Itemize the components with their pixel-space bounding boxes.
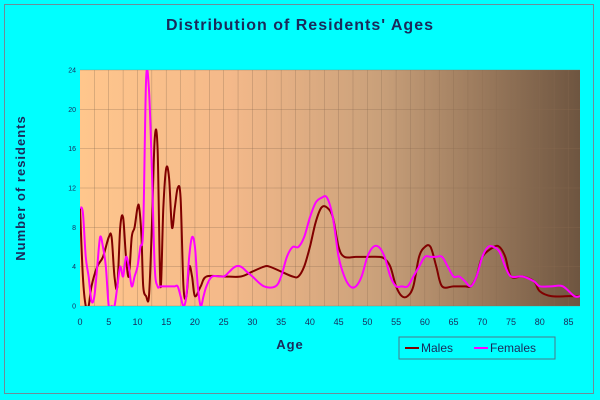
legend-label-males: Males [421, 341, 453, 355]
y-tick-label: 0 [72, 304, 76, 311]
series-line-females [80, 70, 580, 306]
legend: Males Females [398, 336, 556, 360]
series-layer [80, 70, 580, 306]
x-axis-ticks: 0 5 10 15 20 25 30 35 40 45 50 55 60 65 70 75 80 85 [77, 317, 573, 327]
x-tick-label: 85 [563, 317, 573, 327]
x-tick-label: 10 [132, 317, 142, 327]
x-tick-label: 15 [161, 317, 171, 327]
y-tick-label: 8 [72, 225, 76, 232]
x-tick-label: 50 [362, 317, 372, 327]
x-tick-label: 20 [190, 317, 200, 327]
x-tick-label: 25 [219, 317, 229, 327]
y-axis-label: Number of residents [13, 115, 28, 260]
x-tick-label: 55 [391, 317, 401, 327]
x-tick-label: 80 [535, 317, 545, 327]
x-tick-label: 65 [449, 317, 459, 327]
y-tick-label: 4 [72, 264, 76, 271]
chart-frame [4, 4, 594, 394]
x-tick-label: 30 [247, 317, 257, 327]
y-tick-label: 20 [68, 107, 76, 114]
y-tick-label: 16 [68, 146, 76, 153]
x-tick-label: 35 [276, 317, 286, 327]
x-tick-label: 75 [506, 317, 516, 327]
legend-label-females: Females [490, 341, 536, 355]
x-tick-label: 70 [477, 317, 487, 327]
grid-lines [80, 69, 580, 307]
y-axis-ticks: 0 4 8 12 16 20 24 [68, 68, 76, 311]
x-axis-label: Age [276, 337, 304, 352]
x-tick-label: 40 [305, 317, 315, 327]
x-tick-label: 45 [334, 317, 344, 327]
x-tick-label: 60 [420, 317, 430, 327]
chart-title: Distribution of Residents' Ages [166, 17, 434, 34]
y-tick-label: 12 [68, 186, 76, 193]
x-tick-label: 0 [77, 317, 82, 327]
y-tick-label: 24 [68, 68, 76, 75]
x-tick-label: 5 [106, 317, 111, 327]
